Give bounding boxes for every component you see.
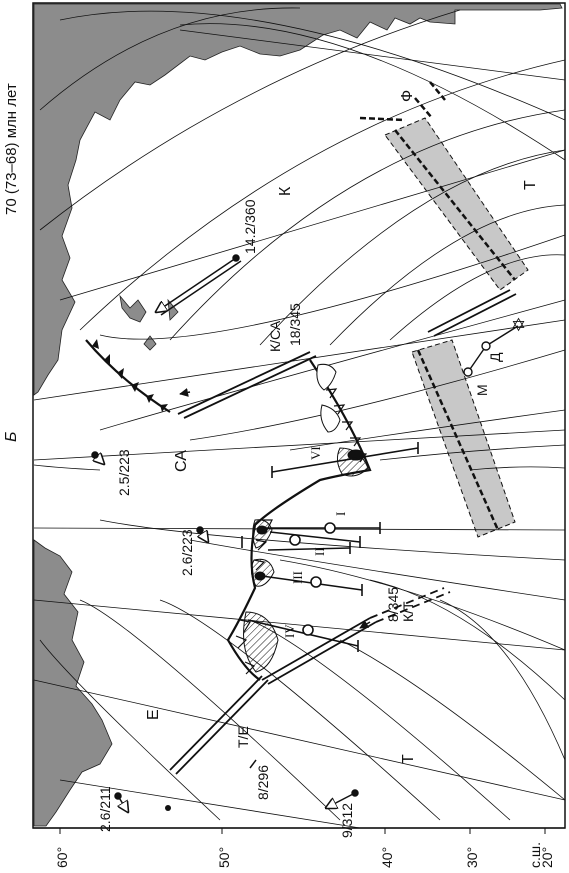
plate-pacific-south: Т bbox=[400, 754, 417, 764]
lat-tick-50: 50° bbox=[216, 847, 232, 868]
terrane-vi: VI bbox=[308, 446, 323, 460]
hotspot-star-icon: ✡ bbox=[511, 315, 526, 335]
boundary-pac-eurasia: Т/Е bbox=[235, 726, 251, 748]
vector-label-3: 2.5/223 bbox=[116, 449, 132, 496]
plate-farallon: Ф bbox=[399, 90, 416, 102]
ridge-band-south bbox=[412, 340, 515, 537]
terrane-ii: II bbox=[312, 547, 327, 556]
terranes bbox=[243, 363, 369, 673]
boundary-kula-na: К/СА bbox=[267, 320, 283, 352]
double-boundaries bbox=[169, 289, 517, 775]
plate-pacific-north: Т bbox=[522, 180, 539, 190]
vector-label-5: 8/345 bbox=[385, 587, 401, 622]
latitude-axis bbox=[33, 827, 565, 834]
lat-tick-30: 30° bbox=[464, 847, 480, 868]
hotspot-track: ✡ bbox=[463, 315, 526, 377]
hotspot-m-label: М bbox=[474, 384, 490, 396]
lat-tick-20: 20° bbox=[539, 847, 555, 868]
vector-label-4: 2.6/223 bbox=[179, 529, 195, 576]
latitude-lines bbox=[39, 7, 566, 821]
age-title: 70 (73–68) млн лет bbox=[3, 83, 20, 215]
velocity-vectors bbox=[91, 254, 371, 812]
panel-letter: Б bbox=[3, 432, 20, 442]
lat-tick-60: 60° bbox=[54, 847, 70, 868]
vector-label-7: 9/312 bbox=[339, 803, 355, 838]
lat-tick-40: 40° bbox=[379, 847, 395, 868]
north-america-land bbox=[33, 3, 563, 396]
ridge-band-south-dashed bbox=[411, 339, 516, 538]
meridian-lines bbox=[33, 29, 566, 829]
terrane-iv: IV bbox=[282, 624, 297, 638]
plate-eurasia: Е bbox=[145, 709, 162, 720]
island-small bbox=[143, 335, 157, 351]
vector-label-2: 18/345 bbox=[287, 303, 303, 346]
ridge-axes bbox=[359, 81, 516, 531]
eurasia-land bbox=[33, 539, 113, 827]
subduction-north bbox=[85, 339, 171, 413]
terrane-iii: III bbox=[290, 571, 305, 584]
terrane-i: I bbox=[333, 512, 348, 516]
latitude-unit: с.ш. bbox=[527, 842, 543, 868]
map-frame bbox=[32, 2, 566, 829]
plate-kula: К bbox=[277, 186, 294, 196]
vector-label-8: 2.6/211 bbox=[97, 786, 113, 832]
paleolatitude-bars bbox=[241, 442, 419, 652]
ridge-band-farallon-dashed bbox=[384, 117, 529, 291]
vector-label-6: 8/296 bbox=[255, 765, 271, 800]
hotspot-d-label: Д bbox=[487, 352, 503, 362]
vector-label-1: 14.2/360 bbox=[242, 199, 258, 254]
coast-marker bbox=[165, 805, 171, 811]
plate-north-america: СА bbox=[173, 450, 190, 472]
boundary-kula-pac: К/Т bbox=[400, 601, 416, 622]
